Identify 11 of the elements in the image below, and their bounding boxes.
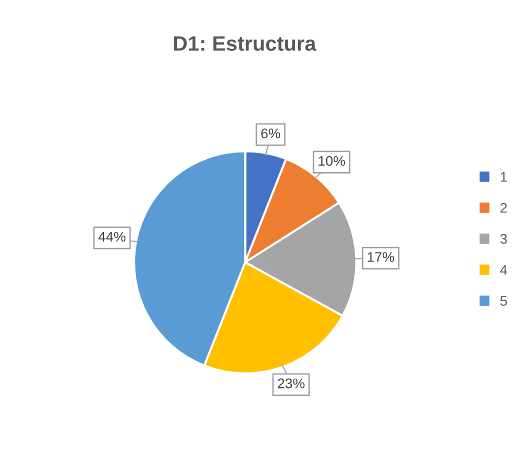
- legend-label: 3: [500, 234, 507, 244]
- data-label: 23%: [278, 378, 305, 388]
- legend-label: 5: [500, 296, 507, 306]
- chart-title: D1: Estructura: [174, 36, 316, 51]
- legend-label: 2: [500, 202, 507, 213]
- data-label: 6%: [261, 128, 280, 138]
- legend-label: 1: [500, 172, 507, 182]
- data-label: 10%: [318, 156, 346, 166]
- legend-label: 4: [500, 265, 508, 275]
- data-label: 17%: [368, 252, 394, 262]
- data-label: 44%: [98, 232, 126, 242]
